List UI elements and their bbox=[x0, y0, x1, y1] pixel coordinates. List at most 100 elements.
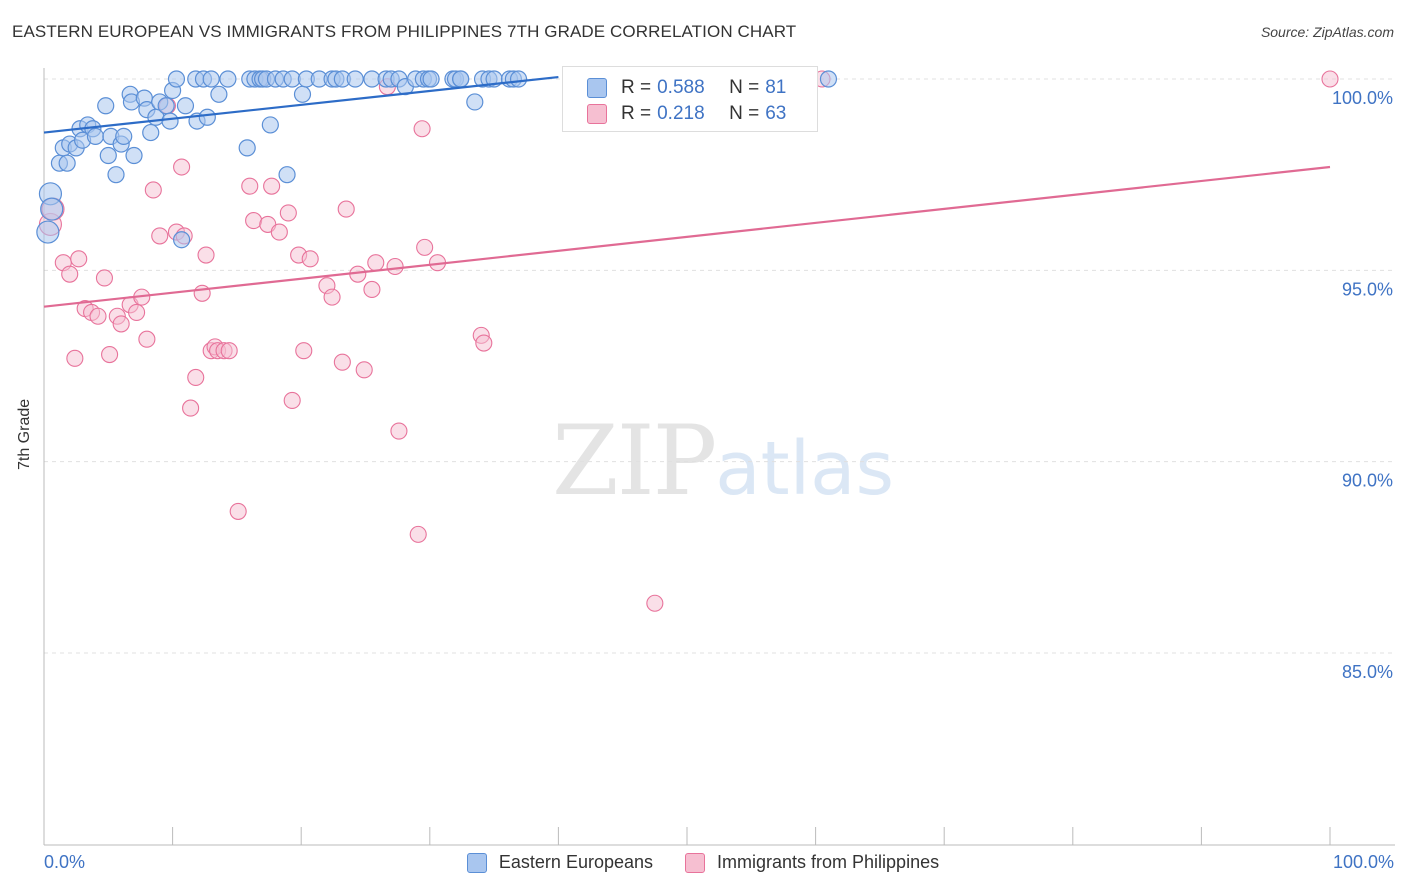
data-point-immigrants-from-philippines bbox=[323, 288, 341, 306]
data-point-immigrants-from-philippines bbox=[138, 330, 156, 348]
data-point-eastern-europeans bbox=[198, 108, 216, 126]
trend-line-immigrants-from-philippines bbox=[43, 165, 1331, 308]
data-point-immigrants-from-philippines bbox=[66, 349, 84, 367]
data-point-eastern-europeans bbox=[125, 146, 143, 165]
data-point-eastern-europeans bbox=[142, 123, 160, 142]
data-point-immigrants-from-philippines bbox=[270, 223, 288, 241]
trend-line-eastern-europeans bbox=[43, 75, 559, 134]
data-point-immigrants-from-philippines bbox=[182, 399, 200, 417]
data-point-immigrants-from-philippines bbox=[333, 353, 351, 371]
legend-swatch-blue bbox=[466, 852, 487, 873]
legend-swatch-pink bbox=[587, 104, 607, 124]
data-point-immigrants-from-philippines bbox=[70, 250, 88, 268]
data-point-eastern-europeans bbox=[157, 97, 175, 115]
data-point-immigrants-from-philippines bbox=[197, 246, 215, 264]
data-point-eastern-europeans bbox=[219, 70, 237, 88]
data-point-immigrants-from-philippines bbox=[61, 265, 79, 283]
data-point-immigrants-from-philippines bbox=[112, 315, 130, 333]
legend-n-value: 81 bbox=[765, 77, 787, 98]
data-point-eastern-europeans bbox=[99, 146, 117, 165]
y-tick-label: 90.0% bbox=[1342, 471, 1393, 491]
data-point-eastern-europeans bbox=[210, 85, 228, 103]
y-tick-labels: 100.0% 95.0% 90.0% 85.0% bbox=[1332, 88, 1393, 682]
data-point-eastern-europeans bbox=[278, 166, 296, 184]
data-point-immigrants-from-philippines bbox=[128, 303, 146, 321]
trend-lines bbox=[43, 75, 1331, 308]
legend-r-label: R = bbox=[621, 77, 652, 98]
data-point-eastern-europeans bbox=[58, 154, 76, 172]
x-tick-label-min: 0.0% bbox=[44, 852, 86, 872]
x-tick-label-max: 100.0% bbox=[1332, 852, 1394, 872]
data-point-immigrants-from-philippines bbox=[220, 342, 238, 360]
data-point-immigrants-from-philippines bbox=[89, 307, 107, 325]
legend-label: Eastern Europeans bbox=[498, 852, 654, 872]
data-point-immigrants-from-philippines bbox=[101, 345, 119, 364]
data-point-immigrants-from-philippines bbox=[229, 502, 247, 520]
data-point-eastern-europeans bbox=[115, 127, 133, 145]
data-point-eastern-europeans bbox=[97, 97, 115, 115]
grid-lines bbox=[44, 78, 1395, 654]
data-point-immigrants-from-philippines bbox=[263, 177, 281, 195]
data-point-eastern-europeans bbox=[509, 70, 528, 88]
data-point-immigrants-from-philippines bbox=[386, 257, 404, 276]
data-point-eastern-europeans bbox=[422, 70, 440, 88]
data-point-immigrants-from-philippines bbox=[283, 391, 301, 409]
series-eastern-europeans bbox=[36, 70, 838, 249]
series-immigrants-from-philippines bbox=[38, 70, 1339, 612]
data-point-immigrants-from-philippines bbox=[193, 284, 211, 302]
legend-n-value: 63 bbox=[765, 103, 787, 124]
watermark-zip: ZIP bbox=[552, 405, 717, 517]
data-point-immigrants-from-philippines bbox=[279, 204, 297, 222]
data-point-eastern-europeans bbox=[202, 70, 220, 88]
data-point-eastern-europeans bbox=[173, 231, 191, 249]
data-point-immigrants-from-philippines bbox=[355, 361, 373, 379]
data-point-eastern-europeans bbox=[238, 139, 256, 157]
data-point-eastern-europeans bbox=[466, 93, 484, 111]
legend-r-value: 0.218 bbox=[657, 103, 705, 124]
data-point-immigrants-from-philippines bbox=[409, 525, 427, 543]
data-point-immigrants-from-philippines bbox=[95, 269, 113, 287]
data-point-immigrants-from-philippines bbox=[301, 250, 319, 268]
y-tick-label: 85.0% bbox=[1342, 662, 1393, 682]
data-point-eastern-europeans bbox=[293, 85, 312, 103]
data-point-immigrants-from-philippines bbox=[241, 177, 259, 195]
legend-row-immigrants-from-philippines: R = 0.218 N = 63 bbox=[587, 101, 786, 127]
data-point-immigrants-from-philippines bbox=[416, 238, 434, 256]
data-point-immigrants-from-philippines bbox=[295, 342, 313, 360]
data-point-immigrants-from-philippines bbox=[245, 212, 263, 230]
data-point-immigrants-from-philippines bbox=[413, 120, 431, 138]
y-tick-label: 95.0% bbox=[1342, 279, 1393, 299]
legend-item-immigrants-from-philippines[interactable]: Immigrants from Philippines bbox=[685, 852, 939, 873]
data-point-eastern-europeans bbox=[167, 70, 186, 88]
data-point-immigrants-from-philippines bbox=[646, 594, 664, 612]
chart-title: EASTERN EUROPEAN VS IMMIGRANTS FROM PHIL… bbox=[12, 22, 797, 41]
data-point-immigrants-from-philippines bbox=[337, 200, 355, 218]
data-point-eastern-europeans bbox=[86, 127, 105, 145]
data-point-immigrants-from-philippines bbox=[367, 254, 385, 272]
legend-item-eastern-europeans[interactable]: Eastern Europeans bbox=[466, 852, 654, 873]
data-point-eastern-europeans bbox=[452, 70, 470, 88]
watermark-atlas: atlas bbox=[715, 426, 895, 512]
watermark: ZIPatlas bbox=[552, 405, 894, 517]
data-point-eastern-europeans bbox=[161, 112, 179, 130]
legend-row-eastern-europeans: R = 0.588 N = 81 bbox=[587, 75, 786, 101]
data-point-eastern-europeans bbox=[36, 220, 60, 244]
legend-r-label: R = bbox=[621, 103, 652, 124]
series-legend: Eastern Europeans Immigrants from Philip… bbox=[0, 852, 1406, 873]
data-point-eastern-europeans bbox=[40, 197, 64, 221]
source-label: Source: ZipAtlas.com bbox=[1260, 24, 1394, 40]
data-point-eastern-europeans bbox=[107, 166, 125, 184]
data-point-immigrants-from-philippines bbox=[173, 158, 191, 176]
legend-swatch-pink bbox=[685, 852, 706, 873]
data-point-immigrants-from-philippines bbox=[187, 368, 205, 387]
data-point-eastern-europeans bbox=[819, 70, 838, 88]
data-point-immigrants-from-philippines bbox=[151, 227, 169, 245]
stats-legend: R = 0.588 N = 81 R = 0.218 N = 63 bbox=[562, 66, 818, 132]
data-point-immigrants-from-philippines bbox=[144, 181, 162, 199]
data-point-immigrants-from-philippines bbox=[475, 334, 493, 352]
data-point-eastern-europeans bbox=[176, 97, 195, 115]
data-point-immigrants-from-philippines bbox=[1321, 70, 1339, 88]
data-point-eastern-europeans bbox=[346, 70, 364, 88]
legend-label: Immigrants from Philippines bbox=[717, 852, 940, 872]
